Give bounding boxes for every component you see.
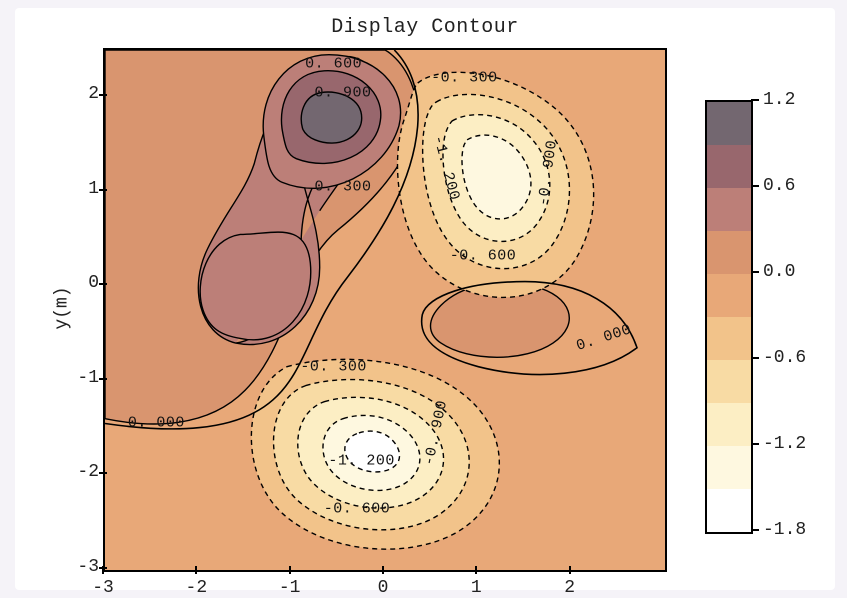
y-tick-label: -1 [59,368,99,388]
y-tick-label: 0 [59,273,99,293]
colorbar-segment [707,102,751,145]
colorbar-tick-label: -0.6 [763,348,806,368]
colorbar-tick [751,357,759,359]
contour-value-label: -1. 200 [328,453,395,470]
colorbar-tick-label: -1.2 [763,434,806,454]
x-tick [382,566,384,574]
colorbar-segment [707,188,751,231]
contour-value-label: -0. 600 [324,500,391,517]
chart-title: Display Contour [15,16,835,39]
colorbar-segment [707,231,751,274]
colorbar-segment [707,145,751,188]
contour-value-label: -0. 300 [431,70,498,87]
colorbar-tick [751,271,759,273]
colorbar-segment [707,489,751,532]
x-tick-label: 0 [378,578,389,598]
x-tick [569,566,571,574]
colorbar-segment [707,274,751,317]
contour-value-label: 0. 600 [305,56,362,73]
contour-value-label: -0. 600 [450,248,517,265]
x-tick-label: 2 [564,578,575,598]
y-tick [99,378,107,380]
x-tick-label: -3 [92,578,114,598]
y-tick [99,189,107,191]
colorbar-segment [707,317,751,360]
y-tick [99,94,107,96]
contour-svg [105,50,665,570]
y-tick-label: -2 [59,462,99,482]
y-tick-label: 2 [59,84,99,104]
y-tick [99,472,107,474]
x-tick [475,566,477,574]
colorbar-tick-label: -1.8 [763,520,806,540]
colorbar-tick-label: 0.6 [763,176,795,196]
colorbar-tick [751,443,759,445]
colorbar-tick-label: 0.0 [763,262,795,282]
x-tick [102,566,104,574]
colorbar [705,100,753,534]
colorbar-tick [751,185,759,187]
x-tick [289,566,291,574]
colorbar-tick-label: 1.2 [763,90,795,110]
x-tick-label: -2 [186,578,208,598]
contour-value-label: 0. 900 [314,84,371,101]
colorbar-tick [751,99,759,101]
chart-frame: Display Contour y(m) 0. 6000. 9000. 300-… [15,8,835,590]
colorbar-tick [751,529,759,531]
contour-value-label: 0. 000 [128,415,185,432]
x-tick-label: -1 [279,578,301,598]
contour-plot: 0. 6000. 9000. 300-0. 300-1. 200-0. 900-… [103,48,667,572]
contour-value-label: 0. 300 [314,179,371,196]
x-tick-label: 1 [471,578,482,598]
y-tick-label: 1 [59,179,99,199]
colorbar-segment [707,403,751,446]
y-tick [99,283,107,285]
colorbar-segment [707,360,751,403]
y-tick-label: -3 [59,557,99,577]
colorbar-segment [707,446,751,489]
x-tick [195,566,197,574]
contour-value-label: -0. 300 [300,358,367,375]
